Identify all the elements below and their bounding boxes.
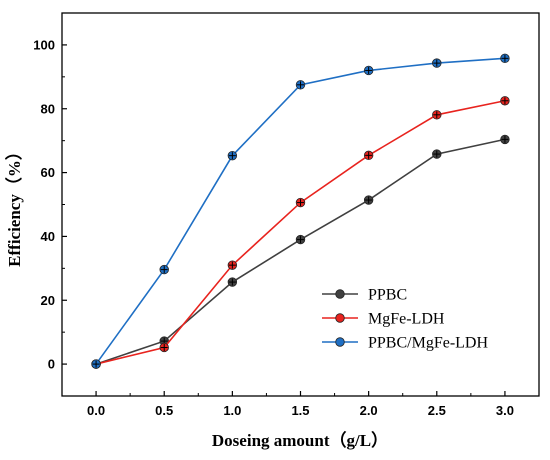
data-point (363, 195, 374, 205)
data-point (432, 110, 442, 120)
data-point (432, 58, 442, 68)
x-axis-title: Doseing amount（g/L） (212, 430, 388, 450)
data-point (500, 134, 510, 145)
x-tick-label: 1.0 (223, 403, 241, 418)
legend: PPBC MgFe-LDH PPBC/MgFe-LDH (322, 287, 488, 352)
y-axis-title: Efficiency（%） (4, 143, 24, 267)
x-axis: 0.0 0.5 1.0 1.5 2.0 2.5 3.0 (87, 391, 514, 418)
series-line (95, 138, 506, 365)
data-point (159, 342, 169, 353)
series-mgfe-ldh (91, 96, 510, 369)
y-tick-label: 80 (41, 101, 55, 116)
x-tick-label: 2.0 (360, 403, 378, 418)
data-point (500, 96, 510, 106)
y-tick-label: 40 (41, 229, 55, 244)
data-point (227, 277, 238, 287)
data-point (363, 65, 374, 76)
legend-item: PPBC/MgFe-LDH (322, 335, 488, 352)
data-point (159, 264, 169, 275)
legend-label: PPBC (368, 287, 407, 304)
y-tick-label: 60 (41, 165, 55, 180)
legend-item: PPBC (322, 287, 407, 304)
data-point (363, 150, 374, 161)
data-point (91, 359, 101, 369)
x-tick-label: 2.5 (428, 403, 446, 418)
legend-label: MgFe-LDH (368, 311, 445, 328)
data-point (227, 150, 238, 161)
series-ppbc-mgfe-ldh (91, 53, 510, 369)
y-axis: 0 20 40 60 80 100 (33, 12, 67, 397)
y-tick-label: 0 (48, 357, 55, 372)
legend-swatch-marker (335, 313, 345, 323)
series-layer (91, 53, 510, 369)
legend-swatch-marker (335, 337, 345, 347)
legend-swatch-marker (335, 289, 345, 299)
legend-item: MgFe-LDH (322, 311, 445, 328)
x-tick-label: 0.5 (155, 403, 173, 418)
y-tick-label: 100 (33, 37, 55, 52)
x-tick-label: 3.0 (496, 403, 514, 418)
data-point (295, 234, 306, 245)
x-tick-label: 0.0 (87, 403, 105, 418)
y-tick-label: 20 (41, 293, 55, 308)
legend-label: PPBC/MgFe-LDH (368, 335, 488, 352)
data-point (432, 149, 442, 159)
data-point (500, 53, 510, 64)
data-point (295, 80, 306, 90)
data-point (295, 197, 306, 208)
data-point (227, 260, 238, 270)
series-ppbc (91, 134, 510, 369)
x-tick-label: 1.5 (291, 403, 309, 418)
